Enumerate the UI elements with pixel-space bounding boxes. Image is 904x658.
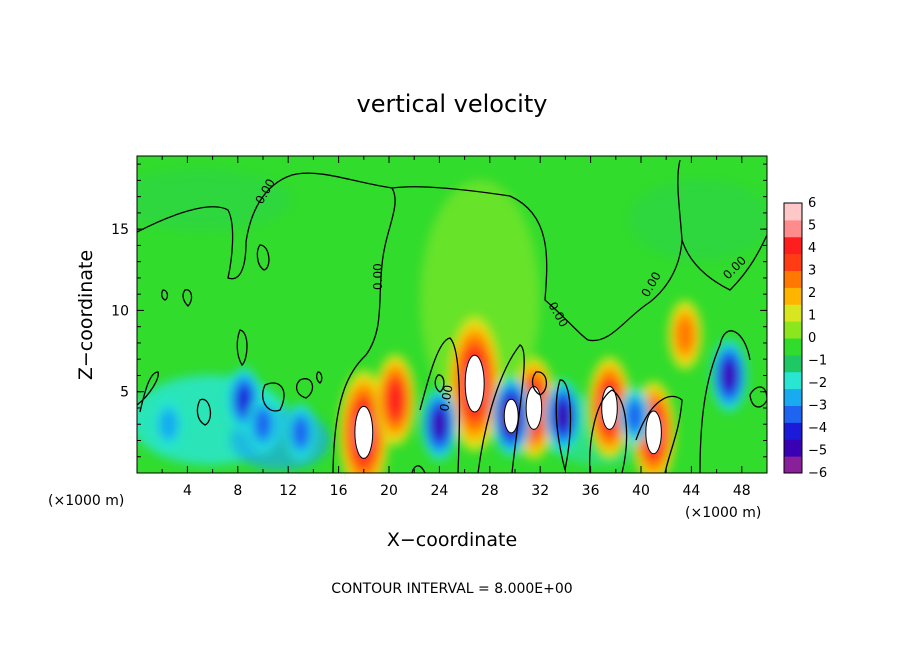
zero-contour-line xyxy=(589,389,628,473)
colorbar-swatch xyxy=(784,456,802,474)
zero-contour-line xyxy=(236,329,248,366)
zero-contour-line xyxy=(196,398,212,426)
zero-contour-line xyxy=(419,337,461,473)
extreme-core xyxy=(503,398,519,434)
downdraft-cell xyxy=(722,362,736,389)
zero-contour-line xyxy=(749,386,767,408)
colorbar-tick-label: 5 xyxy=(808,219,816,234)
colorbar-swatch xyxy=(784,253,802,271)
colorbar-swatch xyxy=(784,236,802,255)
y-tick-label: 15 xyxy=(111,222,129,238)
extreme-core xyxy=(525,386,543,430)
upper-right-region xyxy=(630,180,767,260)
colorbar-tick-label: −1 xyxy=(808,354,827,369)
colorbar-swatch xyxy=(784,371,802,390)
x-unit-label-left: (×1000 m) xyxy=(48,493,124,509)
x-tick-label: 36 xyxy=(582,483,600,499)
colorbar-swatch xyxy=(784,321,802,339)
colorbar-tick-label: −6 xyxy=(808,466,827,481)
zero-contour-line xyxy=(477,344,525,473)
colorbar-swatch xyxy=(784,304,802,322)
zero-contour-line xyxy=(256,244,270,271)
colorbar-tick-label: 4 xyxy=(808,241,816,256)
x-tick-label: 16 xyxy=(330,483,348,499)
extreme-core xyxy=(601,386,618,430)
zero-contour-line xyxy=(161,289,169,301)
zero-contour-line xyxy=(137,371,159,413)
colorbar-tick-label: −2 xyxy=(808,376,827,391)
zero-contour-line xyxy=(182,289,193,307)
colorbar-swatch xyxy=(784,270,802,288)
colorbar-swatch xyxy=(784,287,802,305)
contour-label: 0.00 xyxy=(437,384,455,413)
colorbar-tick-label: −4 xyxy=(808,421,827,436)
updraft-cell xyxy=(388,383,403,416)
x-tick-label: 20 xyxy=(380,483,398,499)
colorbar-swatch xyxy=(784,203,802,221)
colorbar-swatch xyxy=(784,338,802,356)
updraft-cell xyxy=(676,316,694,353)
colorbar-tick-label: 3 xyxy=(808,264,816,279)
colorbar-swatch xyxy=(784,422,802,440)
colorbar-tick-label: 0 xyxy=(808,331,816,346)
x-tick-label: 40 xyxy=(632,483,650,499)
x-tick-label: 24 xyxy=(430,483,448,499)
colorbar-tick-label: −3 xyxy=(808,399,827,414)
downdraft-cell xyxy=(255,409,271,439)
zero-contour-line xyxy=(262,382,285,412)
zero-contour-line xyxy=(635,395,683,473)
y-tick-label: 10 xyxy=(111,303,129,319)
x-tick-label: 32 xyxy=(531,483,549,499)
downdraft-cell xyxy=(292,417,309,448)
zero-contour-line xyxy=(411,465,426,473)
downdraft-cell xyxy=(433,411,446,438)
colorbar-tick-label: 2 xyxy=(808,286,816,301)
zero-contour-line xyxy=(137,172,396,473)
colorbar: 6 5 4 3 2 1 0 −1 −2 −3 −4 −5 −6 xyxy=(783,196,827,481)
x-axis-ticks: 4 8 12 16 20 24 28 32 36 40 44 48 xyxy=(161,156,751,499)
extreme-core xyxy=(464,354,485,413)
x-tick-label: 12 xyxy=(279,483,297,499)
colorbar-tick-label: 6 xyxy=(808,196,816,211)
colorbar-tick-label: −5 xyxy=(808,444,827,459)
velocity-field: 0.00 0.00 0.00 0.00 0.00 0.00 xyxy=(137,156,767,473)
colorbar-swatch xyxy=(784,439,802,457)
zero-contour-line xyxy=(295,378,314,399)
x-axis-label: X−coordinate xyxy=(387,529,517,551)
extreme-core xyxy=(645,410,662,455)
colorbar-tick-label: 1 xyxy=(808,309,816,324)
downdraft-cell xyxy=(626,401,643,431)
core-layer xyxy=(354,354,662,459)
x-tick-label: 44 xyxy=(682,483,700,499)
y-axis-ticks: 5 10 15 xyxy=(111,163,767,458)
x-unit-label-right: (×1000 m) xyxy=(685,505,761,521)
zero-contour-line xyxy=(531,371,547,396)
x-tick-label: 28 xyxy=(481,483,499,499)
y-axis-label: Z−coordinate xyxy=(75,250,97,380)
x-tick-label: 48 xyxy=(733,483,751,499)
downdraft-cell xyxy=(556,403,570,429)
x-tick-label: 4 xyxy=(183,483,192,499)
downdraft-cell xyxy=(237,386,252,414)
colorbar-swatch xyxy=(784,388,802,406)
x-tick-label: 8 xyxy=(233,483,242,499)
colorbar-swatch xyxy=(784,219,802,238)
zero-contour-line xyxy=(434,374,445,393)
colorbar-swatch xyxy=(784,405,802,423)
zero-contour-line xyxy=(316,371,323,384)
zero-contour-line xyxy=(681,234,767,291)
extreme-core xyxy=(354,405,374,459)
y-tick-label: 5 xyxy=(120,385,129,401)
contour-label: 0.00 xyxy=(371,263,385,290)
zero-contour-line xyxy=(699,330,751,473)
contour-interval-text: CONTOUR INTERVAL = 8.000E+00 xyxy=(331,581,572,597)
colorbar-swatch xyxy=(784,354,802,373)
plot-frame xyxy=(136,155,768,474)
chart-title: vertical velocity xyxy=(357,90,548,118)
downdraft-cell xyxy=(159,407,178,441)
colorbar-frame xyxy=(783,202,803,474)
